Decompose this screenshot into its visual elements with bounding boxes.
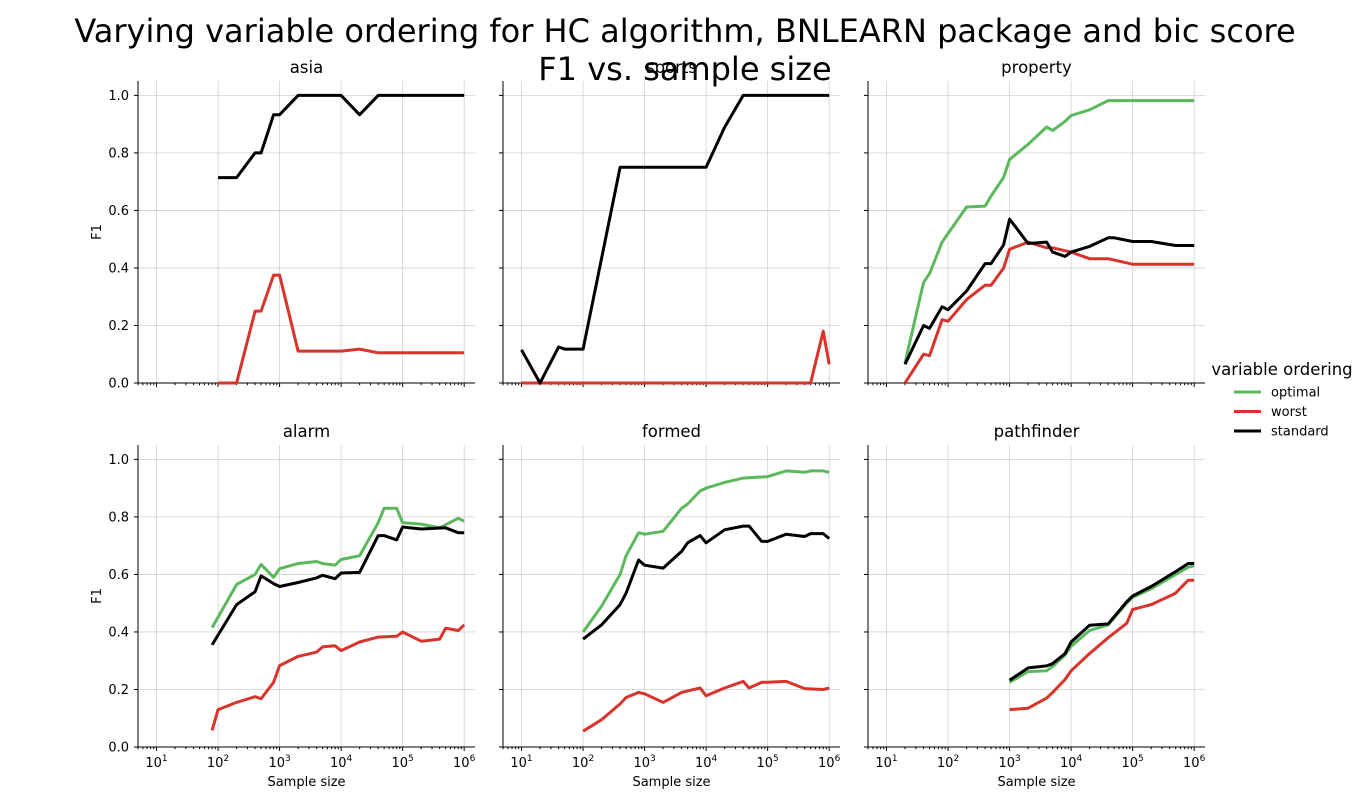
series-line-standard bbox=[582, 524, 831, 641]
legend-title: variable ordering bbox=[1211, 360, 1352, 379]
subplot-pathfinder: 101 102 103 104 105 106 pathfinder Sample size bbox=[864, 422, 1206, 790]
series-line-worst bbox=[218, 273, 465, 385]
series-line-standard bbox=[210, 525, 465, 646]
subplot-title: formed bbox=[642, 422, 701, 441]
y-tick-label: 0.6 bbox=[108, 568, 129, 583]
legend: variable ordering optimal worst standard bbox=[1211, 360, 1352, 440]
gridlines bbox=[868, 445, 1205, 748]
subplot-formed: 101 102 103 104 105 106 formed Sample size bbox=[499, 422, 841, 790]
y-tick-label: 0.8 bbox=[108, 510, 129, 525]
legend-label-standard: standard bbox=[1271, 425, 1329, 440]
legend-label-optimal: optimal bbox=[1271, 386, 1320, 401]
x-axis-label: Sample size bbox=[997, 775, 1075, 790]
subplot-title: pathfinder bbox=[994, 422, 1080, 441]
y-tick-label: 0.4 bbox=[108, 625, 129, 640]
x-tick-label: 103 bbox=[998, 754, 1020, 771]
y-tick-label: 1.0 bbox=[108, 453, 129, 468]
series-line-worst bbox=[903, 240, 1195, 384]
series-line-standard bbox=[520, 93, 830, 385]
y-tick-label: 0.6 bbox=[108, 204, 129, 219]
subplot-sports: sports bbox=[499, 58, 840, 387]
y-tick-label: 0.0 bbox=[108, 741, 129, 756]
x-tick-label: 101 bbox=[875, 754, 897, 771]
x-tick-label: 105 bbox=[1121, 754, 1143, 771]
subplot-grid: 0.0 0.2 0.4 0.6 0.8 1.0 asia F1 sports property 0.… bbox=[90, 58, 1206, 790]
subplot-title: asia bbox=[290, 58, 323, 77]
x-tick-label: 106 bbox=[1183, 754, 1206, 771]
x-tick-label: 104 bbox=[330, 754, 353, 771]
x-tick-label: 101 bbox=[145, 754, 167, 771]
series-line-optimal bbox=[581, 469, 830, 633]
series-line-standard bbox=[903, 217, 1195, 365]
series-line-optimal bbox=[903, 99, 1195, 364]
subplot-title: property bbox=[1001, 58, 1072, 77]
x-tick-label: 105 bbox=[391, 754, 413, 771]
series-line-standard bbox=[1008, 562, 1195, 682]
series-line-optimal bbox=[1008, 564, 1195, 684]
x-tick-label: 103 bbox=[268, 754, 290, 771]
series-line-worst bbox=[521, 329, 831, 385]
series-line-worst bbox=[1009, 578, 1195, 712]
gridlines bbox=[138, 445, 475, 748]
x-axis-label: Sample size bbox=[267, 775, 345, 790]
y-tick-label: 0.2 bbox=[108, 319, 129, 334]
subplot-asia: 0.0 0.2 0.4 0.6 0.8 1.0 asia F1 bbox=[90, 58, 475, 392]
figure-subtitle: F1 vs. sample size bbox=[538, 50, 831, 88]
y-axis-label: F1 bbox=[90, 224, 105, 240]
y-tick-label: 1.0 bbox=[108, 89, 129, 104]
subplot-title: sports bbox=[646, 58, 697, 77]
subplot-alarm: 0.0 0.2 0.4 0.6 0.8 1.0 101 102 103 104 105 106 alar… bbox=[90, 422, 476, 790]
series-line-optimal bbox=[210, 506, 465, 629]
series-line-worst bbox=[210, 623, 466, 731]
gridlines bbox=[503, 445, 840, 748]
legend-label-worst: worst bbox=[1271, 405, 1307, 420]
gridlines bbox=[503, 81, 840, 384]
x-tick-label: 104 bbox=[1060, 754, 1083, 771]
x-tick-label: 105 bbox=[756, 754, 778, 771]
y-tick-label: 0.2 bbox=[108, 683, 129, 698]
subplot-title: alarm bbox=[283, 422, 330, 441]
subplot-property: property bbox=[864, 58, 1205, 387]
gridlines bbox=[138, 81, 475, 384]
series-line-standard bbox=[218, 93, 465, 180]
x-tick-label: 104 bbox=[695, 754, 718, 771]
figure-title: Varying variable ordering for HC algorit… bbox=[74, 12, 1295, 50]
y-tick-label: 0.0 bbox=[108, 377, 129, 392]
x-tick-label: 106 bbox=[453, 754, 476, 771]
x-axis-label: Sample size bbox=[632, 775, 710, 790]
series-line-worst bbox=[582, 679, 830, 733]
x-tick-label: 103 bbox=[633, 754, 655, 771]
x-tick-label: 101 bbox=[510, 754, 532, 771]
legend-items: optimal worst standard bbox=[1234, 386, 1329, 440]
y-tick-label: 0.4 bbox=[108, 261, 129, 276]
y-axis-label: F1 bbox=[90, 588, 105, 604]
x-tick-label: 102 bbox=[572, 754, 594, 771]
x-tick-label: 102 bbox=[207, 754, 229, 771]
y-tick-label: 0.8 bbox=[108, 146, 129, 161]
x-tick-label: 102 bbox=[937, 754, 959, 771]
x-tick-label: 106 bbox=[818, 754, 841, 771]
